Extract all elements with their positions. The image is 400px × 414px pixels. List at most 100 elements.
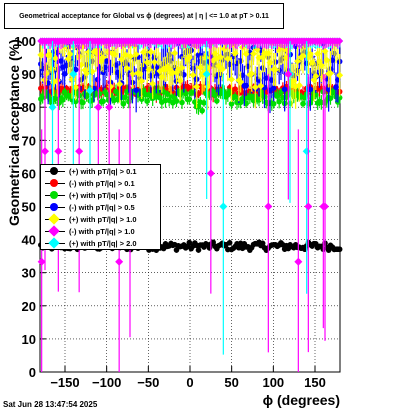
series-4-point bbox=[189, 71, 197, 79]
legend-item-4: (+) with pT/|q| > 1.0 bbox=[41, 213, 160, 225]
x-tick-label-4: 50 bbox=[224, 375, 238, 390]
series-4-point bbox=[242, 50, 250, 58]
series-2-point bbox=[201, 100, 207, 106]
legend-symbol-5 bbox=[41, 225, 69, 237]
series-4-point bbox=[336, 71, 344, 79]
series-0-point bbox=[173, 247, 180, 253]
x-tick-label-3: 0 bbox=[186, 375, 193, 390]
y-tick-label-2: 20 bbox=[22, 299, 36, 314]
legend-label-4: (+) with pT/|q| > 1.0 bbox=[69, 214, 137, 224]
series-0-point bbox=[259, 240, 266, 247]
series-4-point bbox=[248, 70, 256, 78]
y-tick-label-9: 90 bbox=[22, 67, 36, 82]
cyan-low-point-2 bbox=[86, 86, 94, 95]
series-4-point bbox=[53, 76, 61, 84]
legend-item-5: (-) with pT/|q| > 1.0 bbox=[41, 225, 160, 237]
series-2-point bbox=[80, 99, 86, 106]
magenta-low-point-9 bbox=[264, 202, 273, 211]
series-3-point bbox=[281, 86, 288, 93]
legend-symbol-1 bbox=[41, 177, 69, 189]
series-4-point bbox=[178, 64, 186, 72]
legend-item-3: (-) with pT/|q| > 0.5 bbox=[41, 201, 160, 213]
magenta-low-point-6 bbox=[115, 257, 124, 266]
cyan-low-point-3 bbox=[202, 70, 211, 79]
series-2-point bbox=[173, 98, 180, 104]
magenta-low-point-2 bbox=[54, 147, 63, 156]
series-4-point bbox=[295, 81, 303, 89]
series-4-point bbox=[116, 80, 124, 88]
series-4-point bbox=[121, 51, 129, 59]
legend-symbol-3 bbox=[41, 201, 69, 213]
series-2-point bbox=[186, 96, 193, 102]
series-4-point bbox=[251, 83, 259, 91]
chart-title-text: Geometrical acceptance for Global vs ϕ (… bbox=[19, 12, 269, 20]
x-tick-label-5: 100 bbox=[262, 375, 284, 390]
legend-item-6: (+) with pT/|q| > 2.0 bbox=[41, 237, 160, 249]
y-axis-label: Geometrical acceptance (%) bbox=[6, 39, 22, 226]
legend-symbol-6 bbox=[41, 237, 69, 249]
series-0-point bbox=[336, 246, 343, 253]
series-2-point bbox=[138, 96, 145, 102]
legend-item-0: (+) with pT/|q| > 0.1 bbox=[41, 165, 160, 177]
y-tick-label-0: 0 bbox=[29, 365, 36, 380]
series-4-point bbox=[250, 50, 257, 58]
timestamp: Sat Jun 28 13:47:54 2025 bbox=[3, 400, 98, 409]
series-2-point bbox=[228, 101, 235, 107]
series-0-point bbox=[226, 239, 233, 246]
legend-symbol-0 bbox=[41, 165, 69, 177]
series-4-point bbox=[132, 50, 140, 58]
legend-symbol-2 bbox=[41, 189, 69, 201]
legend-label-3: (-) with pT/|q| > 0.5 bbox=[69, 202, 135, 212]
cyan-low-point-0 bbox=[48, 103, 57, 112]
x-tick-label-1: −100 bbox=[92, 375, 121, 390]
x-tick-label-0: −150 bbox=[50, 375, 79, 390]
magenta-low-point-1 bbox=[41, 147, 49, 156]
series-2-point bbox=[300, 100, 306, 107]
series-4-point bbox=[127, 52, 135, 60]
legend-label-1: (-) with pT/|q| > 0.1 bbox=[69, 178, 135, 188]
legend-label-5: (-) with pT/|q| > 1.0 bbox=[69, 226, 135, 236]
magenta-low-point-0 bbox=[37, 257, 46, 266]
series-4-point bbox=[147, 48, 155, 56]
series-4-point bbox=[171, 49, 179, 57]
series-4-point bbox=[99, 53, 107, 61]
y-tick-label-6: 60 bbox=[22, 166, 36, 181]
series-2-point bbox=[199, 107, 205, 114]
series-5-point bbox=[336, 37, 344, 45]
legend-symbol-4 bbox=[41, 213, 69, 225]
series-4-point bbox=[83, 69, 91, 77]
series-2-point bbox=[60, 97, 66, 103]
series-0-point bbox=[195, 247, 202, 253]
series-4-point bbox=[257, 82, 265, 90]
series-4-point bbox=[228, 75, 235, 83]
series-3-point bbox=[133, 87, 139, 94]
series-4-point bbox=[202, 54, 210, 62]
magenta-low-point-4 bbox=[94, 103, 103, 112]
y-tick-label-1: 10 bbox=[22, 332, 36, 347]
series-2-point bbox=[270, 100, 277, 107]
y-tick-label-10: 100 bbox=[14, 34, 36, 49]
series-4-point bbox=[66, 50, 74, 58]
series-2-point bbox=[276, 98, 282, 105]
y-tick-label-7: 70 bbox=[22, 133, 36, 148]
series-4-point bbox=[151, 58, 158, 66]
series-4-point bbox=[123, 64, 131, 72]
legend: (+) with pT/|q| > 0.1 (-) with pT/|q| > … bbox=[40, 164, 161, 250]
chart-title: Geometrical acceptance for Global vs ϕ (… bbox=[4, 3, 284, 29]
magenta-low-point-3 bbox=[75, 147, 84, 156]
series-2-point bbox=[100, 98, 106, 105]
legend-label-0: (+) with pT/|q| > 0.1 bbox=[69, 166, 137, 176]
magenta-low-point-13 bbox=[321, 202, 329, 211]
magenta-low-point-11 bbox=[304, 202, 313, 211]
legend-item-1: (-) with pT/|q| > 0.1 bbox=[41, 177, 160, 189]
legend-label-2: (+) with pT/|q| > 0.5 bbox=[69, 190, 137, 200]
magenta-low-point-10 bbox=[294, 257, 303, 266]
x-tick-label-6: 150 bbox=[304, 375, 326, 390]
y-tick-label-8: 80 bbox=[22, 100, 36, 115]
series-3-point bbox=[72, 66, 79, 73]
magenta-low-point-14 bbox=[284, 70, 293, 79]
cyan-low-point-4 bbox=[219, 202, 228, 211]
legend-item-2: (+) with pT/|q| > 0.5 bbox=[41, 189, 160, 201]
series-4-point bbox=[52, 54, 59, 62]
series-2-point bbox=[179, 99, 185, 106]
